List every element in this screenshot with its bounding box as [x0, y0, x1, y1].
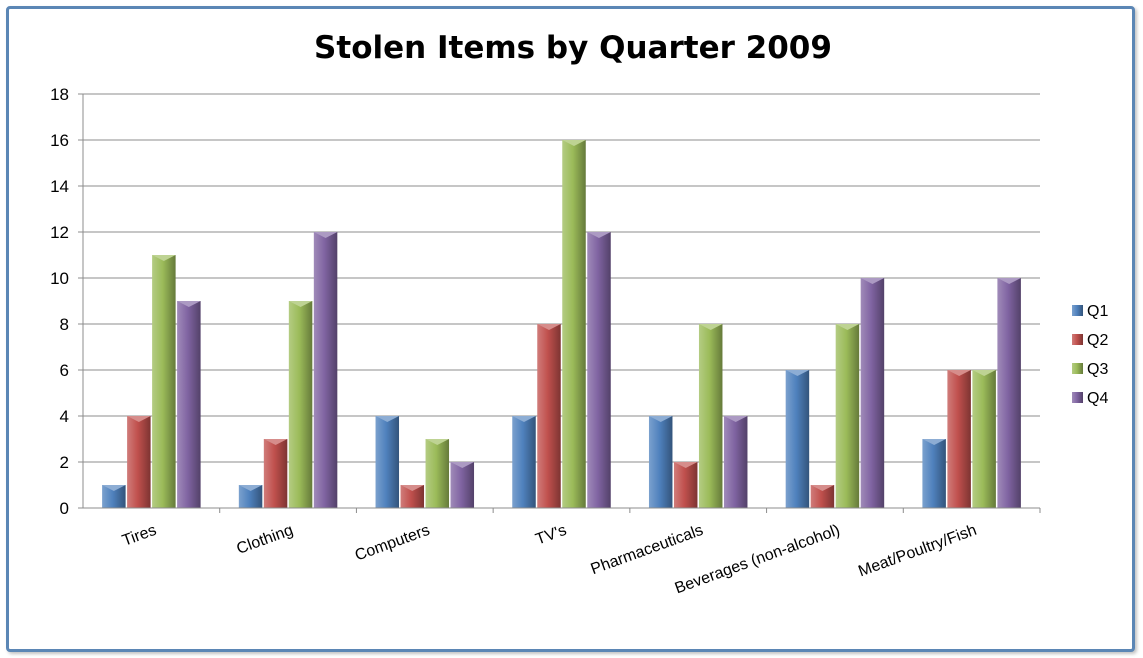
bar-q2	[537, 324, 561, 508]
bar-q3	[425, 439, 450, 508]
bar-q2	[127, 416, 151, 508]
bar-q4	[313, 232, 338, 508]
bar-top-bevel	[997, 278, 1021, 284]
bar-top-bevel	[562, 140, 586, 146]
bar-top-bevel	[972, 370, 996, 376]
bar-q2	[400, 485, 425, 508]
bar-q2	[263, 439, 288, 508]
bar-top-bevel	[537, 324, 561, 330]
chart-title: Stolen Items by Quarter 2009	[314, 30, 832, 66]
x-tick-label: Meat/Poultry/Fish	[856, 522, 979, 581]
bar-q4	[587, 232, 611, 508]
x-axis-labels: Tires Clothing Computers TV's Pharmaceutical…	[120, 522, 979, 598]
bar-q4	[450, 462, 475, 508]
bar-top-bevel	[400, 485, 425, 491]
bar-q1	[648, 416, 673, 508]
bar-top-bevel	[313, 232, 338, 238]
bar-q3	[288, 301, 313, 508]
y-tick-label: 14	[50, 177, 69, 196]
legend-swatch-q1	[1072, 305, 1083, 316]
bar-q2	[810, 485, 835, 508]
bar-top-bevel	[922, 439, 946, 445]
x-tick-label: Tires	[120, 522, 159, 550]
bar-top-bevel	[263, 439, 288, 445]
bar-top-bevel	[587, 232, 611, 238]
bar-q2	[673, 462, 698, 508]
bar-q1	[238, 485, 263, 508]
bar-top-bevel	[835, 324, 860, 330]
y-tick-label: 6	[60, 361, 69, 380]
y-tick-label: 4	[60, 407, 69, 426]
y-tick-label: 18	[50, 85, 69, 104]
bar-top-bevel	[288, 301, 313, 307]
y-tick-label: 10	[50, 269, 69, 288]
bar-q1	[785, 370, 810, 508]
bar-q3	[562, 140, 586, 508]
bar-top-bevel	[810, 485, 835, 491]
bar-top-bevel	[785, 370, 810, 376]
bar-top-bevel	[152, 255, 176, 261]
legend-label-q4: Q4	[1087, 390, 1108, 407]
legend-swatch-q4	[1072, 392, 1083, 403]
bar-q1	[375, 416, 400, 508]
bar-q1	[922, 439, 946, 508]
bar-q4	[860, 278, 885, 508]
y-axis-ticks: 0 2 4 6 8 10 12 14 16 18	[50, 85, 83, 518]
y-tick-label: 16	[50, 131, 69, 150]
bar-top-bevel	[238, 485, 263, 491]
bar-top-bevel	[723, 416, 748, 422]
bar-q1	[102, 485, 126, 508]
bars	[102, 140, 1041, 513]
legend-label-q3: Q3	[1087, 361, 1108, 378]
x-tick-label: TV's	[533, 522, 568, 549]
bar-q3	[972, 370, 996, 508]
bar-top-bevel	[947, 370, 971, 376]
bar-top-bevel	[127, 416, 151, 422]
bar-top-bevel	[673, 462, 698, 468]
bar-q4	[997, 278, 1021, 508]
x-tick-label: Computers	[353, 522, 432, 565]
bar-q3	[698, 324, 723, 508]
y-tick-label: 12	[50, 223, 69, 242]
bar-top-bevel	[648, 416, 673, 422]
bar-top-bevel	[698, 324, 723, 330]
x-tick-label: Pharmaceuticals	[589, 522, 706, 578]
legend-swatch-q2	[1072, 334, 1083, 345]
y-tick-label: 0	[60, 499, 69, 518]
bar-q4	[177, 301, 201, 508]
bar-q3	[835, 324, 860, 508]
y-tick-label: 2	[60, 453, 69, 472]
x-tick-label: Clothing	[234, 522, 295, 558]
y-tick-label: 8	[60, 315, 69, 334]
bar-top-bevel	[512, 416, 536, 422]
bar-top-bevel	[102, 485, 126, 491]
gridlines	[83, 93, 1040, 463]
bar-q2	[947, 370, 971, 508]
bar-top-bevel	[860, 278, 885, 284]
bar-top-bevel	[375, 416, 400, 422]
bar-q4	[723, 416, 748, 508]
legend: Q1 Q2 Q3 Q4	[1072, 303, 1108, 407]
bar-q3	[152, 255, 176, 508]
bar-top-bevel	[450, 462, 475, 468]
bar-q1	[512, 416, 536, 508]
legend-swatch-q3	[1072, 363, 1083, 374]
legend-label-q1: Q1	[1087, 303, 1108, 320]
bar-top-bevel	[425, 439, 450, 445]
legend-label-q2: Q2	[1087, 332, 1108, 349]
bar-top-bevel	[177, 301, 201, 307]
axes	[82, 94, 1040, 509]
